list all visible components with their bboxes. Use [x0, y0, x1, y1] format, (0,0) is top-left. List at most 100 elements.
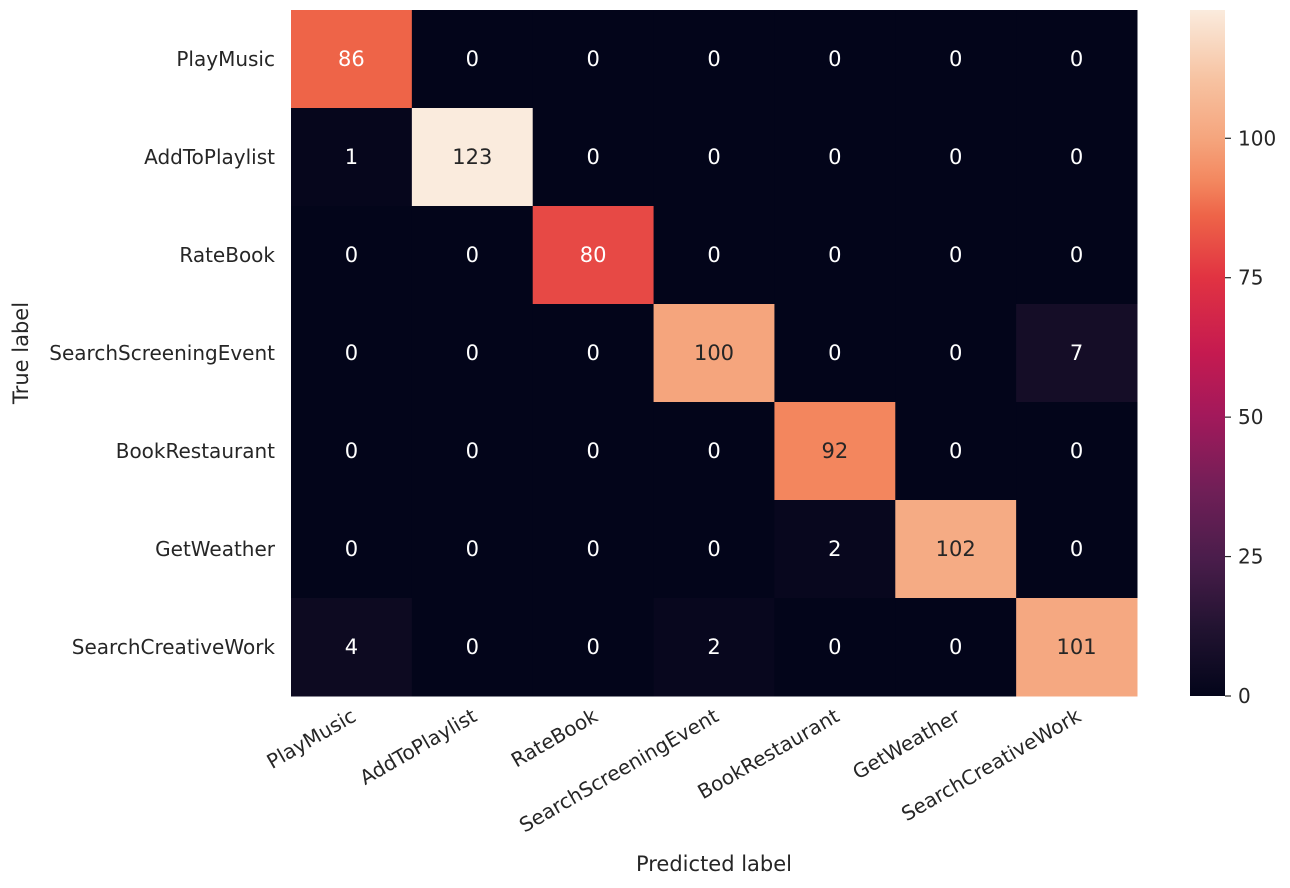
heatmap-cell	[895, 304, 1017, 403]
cell-value-label: 0	[1070, 439, 1083, 463]
colorbar-tick-label: 100	[1238, 126, 1276, 150]
heatmap-cell	[1016, 206, 1138, 305]
cell-value-label: 0	[1070, 243, 1083, 267]
heatmap-cell	[774, 598, 896, 697]
heatmap-cell	[411, 304, 534, 403]
heatmap-cell	[411, 206, 534, 305]
cell-value-label: 0	[586, 47, 599, 71]
heatmap-cell	[532, 10, 655, 109]
cell-value-label: 0	[586, 145, 599, 169]
heatmap-cell	[532, 402, 655, 501]
heatmap-cell	[1016, 10, 1138, 109]
cell-value-label: 0	[707, 145, 720, 169]
cell-value-label: 80	[580, 243, 607, 267]
heatmap-cell	[291, 304, 413, 403]
cell-value-label: 0	[949, 439, 962, 463]
heatmap-cell	[532, 206, 655, 305]
heatmap-cell	[653, 500, 775, 599]
heatmap-cell	[411, 108, 534, 207]
heatmap-cell	[895, 10, 1017, 109]
cell-value-label: 0	[707, 243, 720, 267]
cell-value-label: 2	[707, 635, 720, 659]
heatmap-cell	[653, 304, 775, 403]
cell-value-label: 0	[707, 47, 720, 71]
heatmap-cell	[895, 108, 1017, 207]
cell-value-label: 0	[828, 341, 841, 365]
cell-value-label: 0	[949, 635, 962, 659]
heatmap-cell	[411, 402, 534, 501]
heatmap-cell	[291, 598, 413, 697]
colorbar-tick-label: 75	[1238, 266, 1263, 290]
heatmap-cell	[1016, 402, 1138, 501]
heatmap-cell	[291, 10, 413, 109]
colorbar	[1190, 10, 1225, 696]
cell-value-label: 0	[1070, 537, 1083, 561]
cell-value-label: 0	[1070, 47, 1083, 71]
heatmap-cell	[291, 500, 413, 599]
cell-value-label: 102	[936, 537, 976, 561]
cell-value-label: 1	[345, 145, 358, 169]
cell-value-label: 0	[949, 243, 962, 267]
cell-value-label: 4	[345, 635, 358, 659]
heatmap-cell	[774, 402, 896, 501]
cell-value-label: 101	[1057, 635, 1097, 659]
heatmap-cell	[532, 108, 655, 207]
heatmap-cell	[532, 304, 655, 403]
y-tick-label: PlayMusic	[176, 47, 275, 71]
cell-value-label: 7	[1070, 341, 1083, 365]
cell-value-label: 0	[949, 47, 962, 71]
heatmap-cell	[1016, 304, 1138, 403]
cell-value-label: 0	[707, 537, 720, 561]
x-tick-label: AddToPlaylist	[355, 703, 480, 789]
x-tick-label: RateBook	[507, 703, 602, 772]
heatmap-cell	[895, 402, 1017, 501]
heatmap-cell	[895, 500, 1017, 599]
cell-value-label: 92	[821, 439, 848, 463]
heatmap-cell	[895, 206, 1017, 305]
colorbar-tick-label: 25	[1238, 545, 1263, 569]
y-tick-label: GetWeather	[155, 537, 276, 561]
x-axis-label: Predicted label	[636, 852, 792, 876]
heatmap-cell	[1016, 108, 1138, 207]
heatmap-cell	[895, 598, 1017, 697]
cell-value-label: 0	[466, 47, 479, 71]
cell-value-label: 0	[828, 47, 841, 71]
cell-value-label: 0	[345, 537, 358, 561]
cell-value-label: 0	[466, 537, 479, 561]
heatmap-cell	[653, 206, 775, 305]
y-tick-label: SearchCreativeWork	[72, 635, 276, 659]
heatmap-cell	[1016, 598, 1138, 697]
heatmap-cell	[653, 402, 775, 501]
heatmap-cell	[411, 598, 534, 697]
cell-value-label: 0	[828, 145, 841, 169]
x-tick-label: GetWeather	[848, 703, 964, 784]
y-tick-label: AddToPlaylist	[144, 145, 275, 169]
heatmap-cell	[774, 10, 896, 109]
heatmap-cell	[291, 206, 413, 305]
heatmap-cell	[291, 402, 413, 501]
y-axis-label: True label	[9, 302, 33, 405]
cell-value-label: 0	[586, 635, 599, 659]
x-tick-label: PlayMusic	[263, 704, 360, 774]
heatmap-cell	[291, 108, 413, 207]
heatmap-cell	[774, 500, 896, 599]
cell-value-label: 0	[828, 243, 841, 267]
colorbar-tick-label: 50	[1238, 405, 1263, 429]
heatmap-cell	[1016, 500, 1138, 599]
cell-value-label: 100	[694, 341, 734, 365]
heatmap-cell	[653, 108, 775, 207]
cell-value-label: 0	[345, 243, 358, 267]
cell-value-label: 86	[338, 47, 365, 71]
cell-value-label: 0	[345, 341, 358, 365]
cell-value-label: 0	[586, 341, 599, 365]
cell-value-label: 0	[1070, 145, 1083, 169]
heatmap-cell	[774, 304, 896, 403]
heatmap-cell	[653, 598, 775, 697]
cell-value-label: 0	[466, 635, 479, 659]
heatmap-cell	[411, 10, 534, 109]
y-tick-label: RateBook	[179, 243, 275, 267]
cell-value-label: 0	[707, 439, 720, 463]
cell-value-label: 0	[466, 439, 479, 463]
heatmap-cell	[532, 500, 655, 599]
